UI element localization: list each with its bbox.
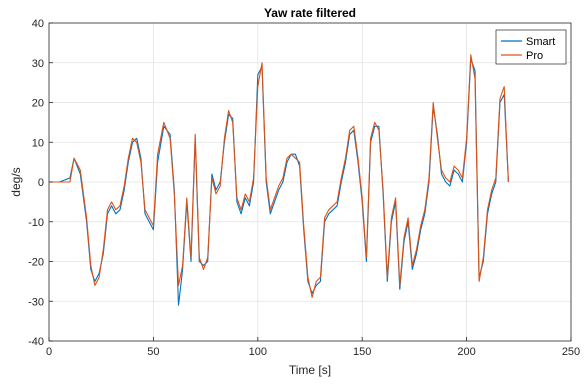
legend-label-pro: Pro — [526, 50, 543, 62]
y-tick-label: 20 — [32, 98, 44, 110]
x-tick-label: 50 — [147, 346, 159, 358]
y-tick-label: 30 — [32, 58, 44, 70]
axis-ticks: 0 50 100 150 200 250 -40 -30 -20 -10 0 10 20 30 40 — [28, 18, 580, 358]
y-tick-label: -10 — [28, 217, 44, 229]
y-tick-label: -30 — [28, 296, 44, 308]
y-tick-label: 40 — [32, 18, 44, 30]
x-tick-label: 200 — [457, 346, 475, 358]
x-tick-label: 250 — [562, 346, 580, 358]
series-lines — [49, 54, 509, 306]
x-tick-label: 100 — [249, 346, 267, 358]
y-tick-label: 10 — [32, 137, 44, 149]
x-tick-label: 150 — [353, 346, 371, 358]
legend-label-smart: Smart — [526, 36, 555, 48]
y-axis-label: deg/s — [9, 167, 23, 196]
legend: Smart Pro — [495, 29, 567, 65]
chart-title: Yaw rate filtered — [264, 6, 356, 20]
series-line-pro — [49, 54, 509, 298]
y-tick-label: 0 — [38, 177, 44, 189]
x-axis-label: Time [s] — [289, 363, 331, 377]
y-tick-label: -20 — [28, 257, 44, 269]
x-tick-label: 0 — [46, 346, 52, 358]
legend-box — [495, 29, 567, 65]
y-tick-label: -40 — [28, 336, 44, 348]
